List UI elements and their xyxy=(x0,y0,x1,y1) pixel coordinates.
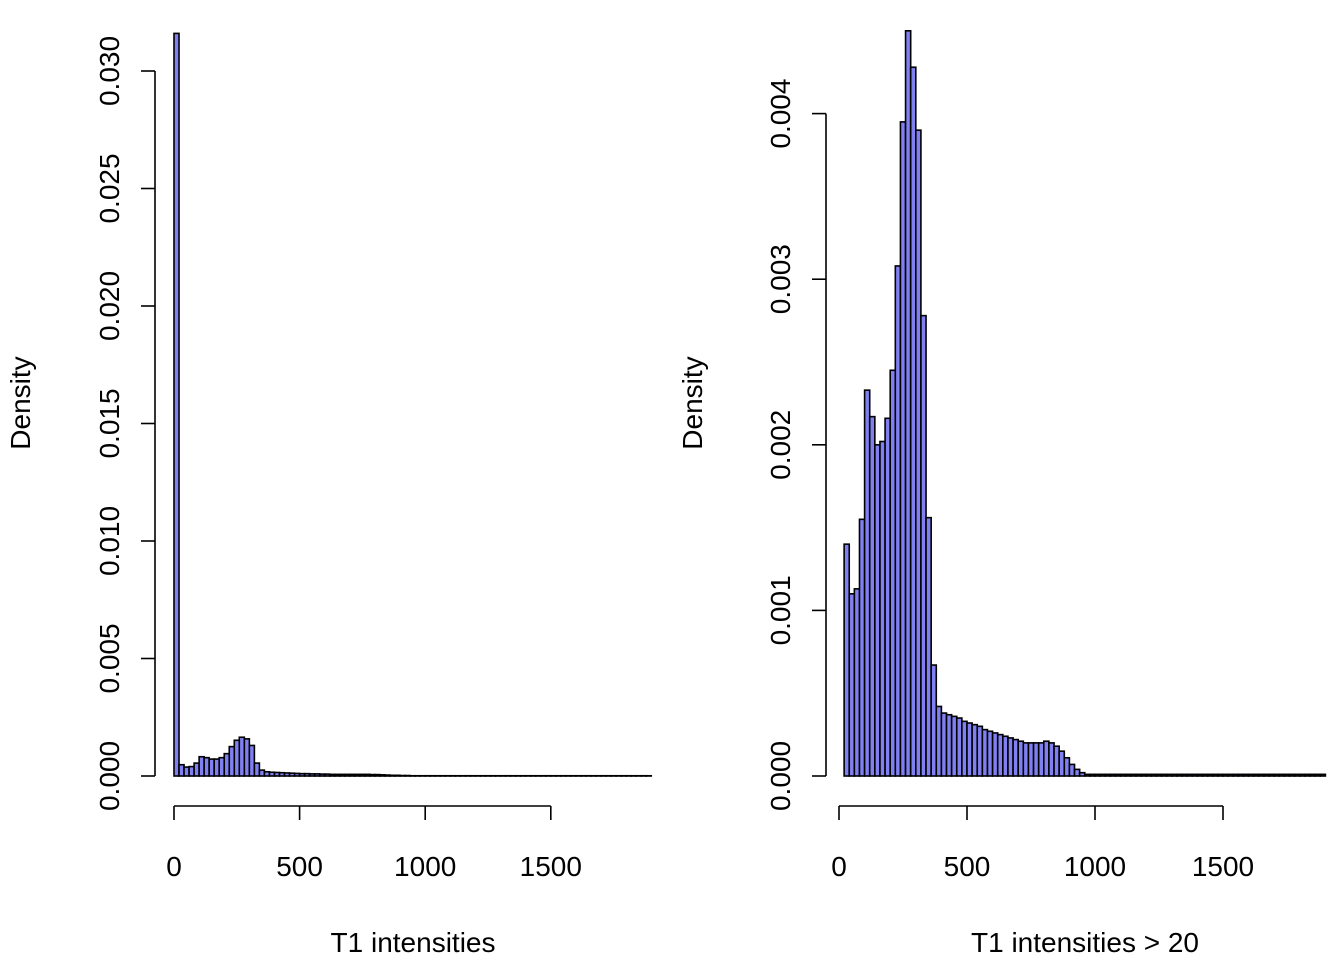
right-y-tick-label: 0.001 xyxy=(765,575,796,645)
left-histogram-panel: 0 500 1000 1500 0.0000.0050.0100.0150.0200.… xyxy=(5,32,653,958)
right-x-tick-label: 500 xyxy=(944,851,991,882)
left-histogram-bar xyxy=(173,32,180,777)
right-x-tick-label: 0 xyxy=(831,851,847,882)
left-x-tick-label: 0 xyxy=(166,851,182,882)
left-x-axis-title: T1 intensities xyxy=(331,927,496,958)
right-x-tick-label: 1500 xyxy=(1192,851,1254,882)
left-y-axis: 0.000 0.005 0.010 0.015 0.020 0.025 0.030 xyxy=(94,36,156,811)
left-histogram-bar xyxy=(248,744,256,777)
left-y-tick-label: 0.010 xyxy=(94,506,125,576)
right-x-tick-label: 1000 xyxy=(1064,851,1126,882)
left-x-tick-label: 1000 xyxy=(394,851,456,882)
right-histogram-bars xyxy=(843,29,1327,777)
right-histogram-bar xyxy=(1319,773,1327,777)
left-y-tick-label: 0.005 xyxy=(94,623,125,693)
left-x-axis: 0 500 1000 1500 xyxy=(166,805,582,882)
right-y-axis-title: Density xyxy=(677,356,708,449)
left-x-tick-label: 1500 xyxy=(520,851,582,882)
left-y-tick-label: 0.000 xyxy=(94,741,125,811)
left-y-axis-title: Density xyxy=(5,356,36,449)
right-histogram-bar xyxy=(925,516,932,777)
right-y-tick-label: 0.000 xyxy=(765,741,796,811)
left-y-tick-label: 0.015 xyxy=(94,388,125,458)
left-y-tick-label: 0.020 xyxy=(94,271,125,341)
right-y-tick-label: 0.002 xyxy=(765,410,796,480)
right-y-tick-label: 0.003 xyxy=(765,244,796,314)
right-y-tick-label: 0.004 xyxy=(765,79,796,149)
right-x-axis-title: T1 intensities > 20 xyxy=(971,927,1199,958)
right-histogram-panel: 0 500 1000 1500 0.000 0.001 0.002 0.003 0.004 T… xyxy=(677,29,1327,958)
right-y-axis: 0.000 0.001 0.002 0.003 0.004 xyxy=(765,79,827,811)
left-histogram-bars xyxy=(173,32,653,777)
left-y-tick-label: 0.025 xyxy=(94,153,125,223)
left-y-tick-label: 0.030 xyxy=(94,36,125,106)
right-x-axis: 0 500 1000 1500 xyxy=(831,805,1254,882)
left-x-tick-label: 500 xyxy=(276,851,323,882)
